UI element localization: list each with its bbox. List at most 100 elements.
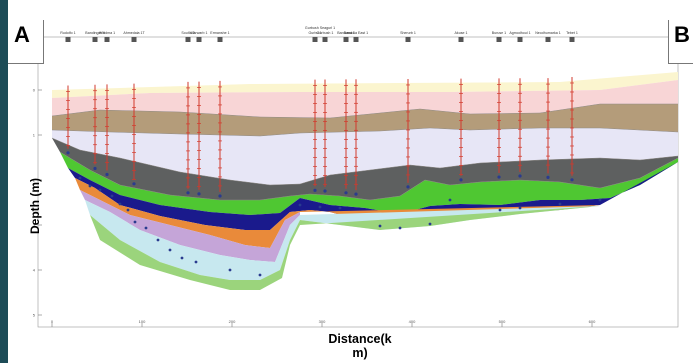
well-icon [92,37,98,42]
well-name: Windma 1 [99,31,115,35]
well-name: Rudolfo 1 [60,31,75,35]
sample-point [498,208,502,212]
well-icon [322,37,328,42]
layer-pink [52,80,678,118]
layer-lightgreen [90,206,600,290]
x-tick-label: 200 [229,319,236,324]
well-icon [312,37,318,42]
sample-point [518,206,522,210]
stratigraphic-layers [51,72,679,290]
sample-point [126,208,130,212]
sample-point [218,194,222,198]
well-icon [496,37,502,42]
y-axis-label: Depth (m) [28,178,42,234]
sample-point [110,194,114,198]
well-icon [65,37,71,42]
sample-points [66,151,602,277]
well-name: Bardoma 1 [337,31,355,35]
well-icon [458,37,464,42]
y-tick-label: 5 [33,313,36,318]
well-name: Tebet 1 [566,31,578,35]
well-icon [405,37,411,42]
layer-boundary [51,127,679,137]
sample-point [132,182,136,186]
layer-navy [68,162,678,230]
sample-point [518,174,522,178]
x-tick-label: 500 [499,319,506,324]
well-name: Bandola East 1 [344,31,368,35]
well-icon [185,37,191,42]
layer-boundary [59,151,679,201]
y-tick-label: 2 [33,178,36,183]
sample-point [133,220,137,224]
x-tick-label: 100 [139,319,146,324]
layer-lavender [52,128,678,185]
y-tick-label: 3 [33,223,36,228]
layer-boundary [51,137,679,186]
sample-point [448,198,452,202]
sample-point [318,205,322,209]
well-name: Agmodhoul 1 [509,31,530,35]
sample-point [378,224,382,228]
sample-point [428,222,432,226]
well-icon [517,37,523,42]
well-icon [545,37,551,42]
well-name: Gorbush 1 [317,31,334,35]
sample-point [105,172,109,177]
panel-label-a: A [8,20,44,64]
well-icon [569,37,575,42]
layer-grey [52,138,678,200]
well-icon [196,37,202,42]
well-name: Sherurb 1 [400,31,416,35]
x-tick-label: 600 [589,319,596,324]
sample-point [168,248,172,252]
y-tick-label: 0 [33,88,36,93]
well-icon [131,37,137,42]
sample-point [197,192,201,196]
sample-point [156,238,160,242]
sample-point [313,188,317,192]
x-tick-label: 400 [409,319,416,324]
sample-point [598,198,602,202]
sample-point [497,175,501,179]
sample-point [118,202,122,206]
y-axis-ticks: 0 1 2 3 4 5 [33,88,42,318]
sample-point [323,189,327,193]
sample-point [570,178,574,182]
sample-point [459,178,463,182]
sample-point [398,226,402,230]
well-name: Bandinger II [85,31,104,35]
layer-orange [75,178,600,248]
sample-point [144,226,148,230]
sample-point [78,176,82,180]
well-icon [217,37,223,42]
sample-point [98,188,102,192]
layer-tan [52,104,678,136]
sample-point [180,256,184,260]
well-name: Ermanshe 1 [210,31,229,35]
well-name: Buruse 1 [492,31,506,35]
sample-point [186,191,190,195]
x-tick-label: 300 [319,319,326,324]
sample-point [558,202,562,206]
well-lines [66,76,574,192]
layer-green [60,152,678,215]
y-tick-label: 4 [33,268,36,273]
y-tick-label: 1 [33,133,36,138]
sample-point [354,192,358,196]
x-axis-label-text: Distance(k m) [328,332,392,360]
sample-point [344,191,348,195]
sample-point [298,203,302,207]
well-icon [104,37,110,42]
well-icon [343,37,349,42]
sample-point [546,175,550,179]
x-axis-label: Distance(k m) [300,332,420,360]
layer-lightblue [85,200,600,280]
sample-point [228,268,232,272]
well-name: Soulfa 3 [181,31,194,35]
well-icon [353,37,359,42]
sample-point [258,273,262,277]
sample-point [194,260,198,264]
